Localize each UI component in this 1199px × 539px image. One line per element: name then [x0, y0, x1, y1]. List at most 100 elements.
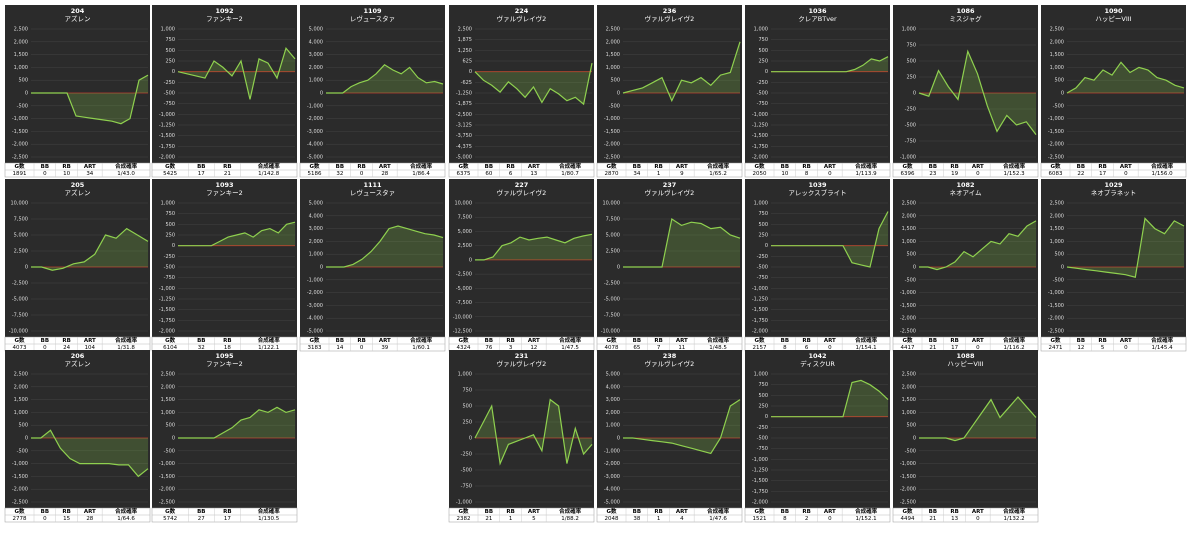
y-tick-label: -2,500 — [900, 329, 916, 335]
y-tick-label: -1,500 — [900, 474, 916, 480]
y-tick-label: -2,000 — [159, 329, 175, 335]
table-cell: 32 — [198, 345, 205, 351]
area — [919, 51, 1036, 135]
y-tick-label: 500 — [165, 48, 175, 54]
y-tick-label: 500 — [906, 423, 916, 429]
y-tick-label: 250 — [906, 75, 916, 81]
y-tick-label: -7,500 — [456, 300, 472, 306]
y-tick-label: 500 — [758, 393, 768, 399]
table-header: RB — [654, 338, 662, 344]
y-tick-label: -1,500 — [159, 133, 175, 139]
table-header: G数 — [606, 336, 617, 344]
table-cell: 1/142.8 — [258, 171, 280, 177]
line — [919, 220, 1037, 271]
line — [31, 74, 149, 125]
table-cell: 0 — [360, 345, 364, 351]
y-tick-label: -4,000 — [307, 316, 323, 322]
y-tick-label: -5,000 — [604, 297, 620, 303]
line — [178, 406, 296, 439]
y-tick-label: -3,750 — [456, 133, 472, 139]
y-tick-label: 4,000 — [309, 213, 323, 219]
y-tick-label: -10,000 — [453, 314, 472, 320]
table-header: BB — [1077, 164, 1085, 170]
y-tick-label: 500 — [610, 78, 620, 84]
y-tick-label: 2,000 — [309, 65, 323, 71]
table-header: RB — [1098, 164, 1106, 170]
line — [474, 398, 593, 466]
y-tick-label: -1,000 — [900, 461, 916, 467]
y-tick-label: -750 — [164, 275, 175, 281]
y-tick-label: 500 — [165, 423, 175, 429]
table-header: G数 — [309, 162, 320, 170]
table-header: BB — [929, 164, 937, 170]
y-tick-label: 1,000 — [1050, 65, 1064, 71]
y-tick-label: 0 — [25, 436, 28, 442]
panel-title: 237 — [663, 181, 677, 189]
table-header: BB — [781, 164, 789, 170]
y-tick-label: 500 — [758, 48, 768, 54]
y-tick-label: 0 — [765, 69, 768, 75]
table-header: ART — [528, 338, 540, 344]
panel-title: 227 — [515, 181, 529, 189]
table-header: ART — [379, 164, 391, 170]
y-tick-label: -250 — [905, 107, 916, 113]
table-cell: 1/47.6 — [709, 516, 727, 522]
y-tick-label: 1,000 — [309, 78, 323, 84]
table-header: 合成確率 — [855, 336, 878, 344]
y-tick-label: 0 — [1061, 91, 1064, 97]
table-cell: 11 — [678, 345, 685, 351]
y-tick-label: 3,000 — [309, 52, 323, 58]
table-cell: 14 — [336, 345, 343, 351]
table-cell: 15 — [63, 516, 70, 522]
table-cell: 2471 — [1049, 345, 1063, 351]
y-tick-label: 500 — [18, 78, 28, 84]
area — [475, 234, 592, 260]
y-tick-label: 1,000 — [14, 410, 28, 416]
y-tick-label: 1,000 — [161, 27, 175, 33]
table-header: ART — [972, 164, 984, 170]
table-cell: 0 — [828, 345, 832, 351]
y-tick-label: -500 — [17, 448, 28, 454]
panel-bg — [449, 350, 594, 508]
y-tick-label: -500 — [461, 468, 472, 474]
y-tick-label: -1,500 — [900, 303, 916, 309]
y-tick-label: 0 — [469, 436, 472, 442]
area — [326, 226, 443, 267]
line — [1066, 217, 1185, 278]
y-tick-label: -1,000 — [456, 500, 472, 506]
y-tick-label: -500 — [17, 103, 28, 109]
table-header: 合成確率 — [115, 336, 138, 344]
table-cell: 1 — [509, 516, 513, 522]
table-header: 合成確率 — [115, 507, 138, 515]
line — [919, 396, 1037, 442]
y-tick-label: -4,000 — [307, 142, 323, 148]
table-header: 合成確率 — [707, 336, 730, 344]
panel-subtitle: ファンキー2 — [206, 189, 243, 197]
table-cell: 4078 — [605, 345, 619, 351]
table-cell: 1/47.5 — [561, 345, 579, 351]
table-cell: 38 — [633, 516, 640, 522]
table-cell: 0 — [976, 171, 980, 177]
table-header: G数 — [458, 507, 469, 515]
y-tick-label: -5,000 — [456, 286, 472, 292]
y-tick-label: -1,000 — [307, 277, 323, 283]
y-tick-label: 250 — [462, 420, 472, 426]
y-tick-label: -2,000 — [752, 329, 768, 335]
table-cell: 3183 — [308, 345, 322, 351]
y-tick-label: 1,000 — [754, 27, 768, 33]
y-tick-label: 0 — [617, 265, 620, 271]
panel-bg — [5, 350, 150, 508]
table-header: G数 — [902, 336, 913, 344]
y-tick-label: 1,000 — [902, 239, 916, 245]
table-cell: 1/156.0 — [1152, 171, 1174, 177]
y-tick-label: 0 — [765, 414, 768, 420]
panel-subtitle: ネオアイム — [949, 189, 982, 197]
y-tick-label: -1,000 — [12, 116, 28, 122]
panel-title: 1092 — [215, 7, 233, 15]
panel-title: 1086 — [956, 7, 975, 15]
y-tick-label: 5,000 — [309, 27, 323, 33]
